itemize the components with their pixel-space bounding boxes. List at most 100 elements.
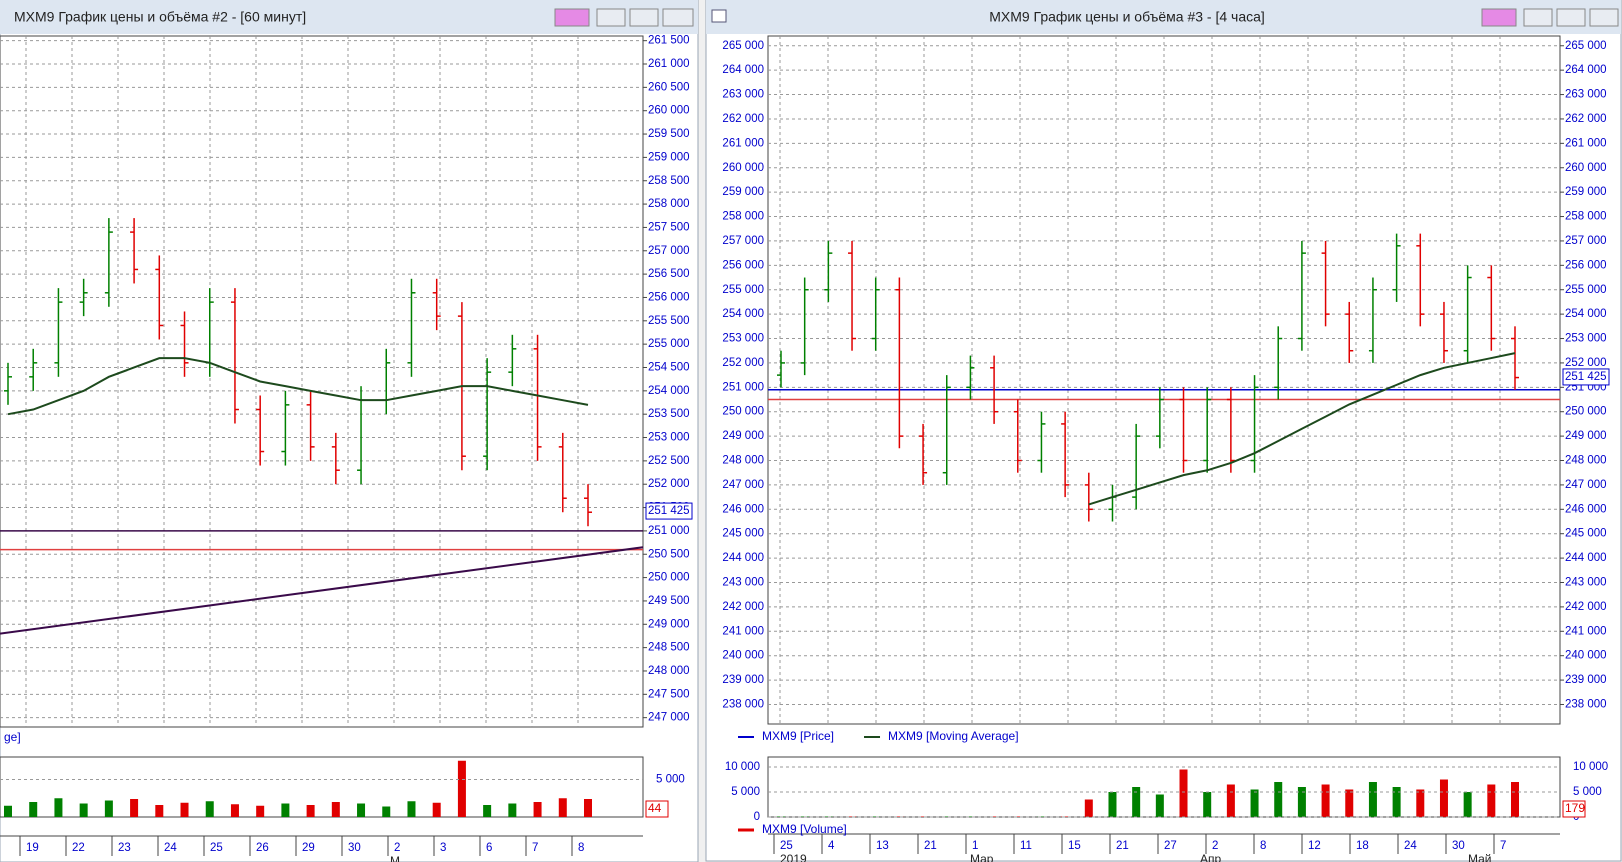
y-tick-label: 259 500 [648, 128, 690, 140]
date-label: 21 [1116, 840, 1129, 852]
y-tick-label: 250 000 [1565, 406, 1607, 418]
y-tick-label: 247 000 [1565, 479, 1607, 491]
y-tick-label: 250 000 [648, 572, 690, 584]
legend-entry: ge] [4, 730, 21, 744]
volume-bar [256, 805, 265, 817]
window-icon [711, 9, 727, 23]
volume-bar [281, 803, 290, 817]
y-tick-label: 252 000 [648, 478, 690, 490]
volume-bar [558, 798, 567, 817]
volume-bar [508, 803, 517, 817]
legend-entry: MXM9 [Moving Average] [888, 729, 1019, 743]
volume-bar [382, 806, 391, 817]
y-tick-label: 249 000 [722, 430, 764, 442]
month-label: М [390, 854, 400, 862]
minimize-button[interactable] [1523, 8, 1553, 27]
volume-bar [180, 802, 189, 817]
y-tick-label: 259 000 [648, 151, 690, 163]
y-tick-label: 248 000 [722, 455, 764, 467]
volume-bar [130, 799, 139, 817]
date-label: 2 [1212, 840, 1218, 852]
y-tick-label: 240 000 [722, 650, 764, 662]
month-label: Мар [970, 852, 994, 862]
y-tick-label: 240 000 [1565, 650, 1607, 662]
month-label: Апр [1200, 852, 1222, 862]
link-button[interactable] [554, 8, 590, 27]
y-tick-label: 263 000 [722, 89, 764, 101]
y-tick-label: 265 000 [722, 40, 764, 52]
maximize-button[interactable] [1556, 8, 1586, 27]
y-tick-label: 252 500 [648, 455, 690, 467]
window-title: MXM9 График цены и объёма #2 - [60 минут… [14, 9, 306, 25]
y-tick-label: 244 000 [722, 552, 764, 564]
price-pane [0, 35, 644, 728]
volume-bar [1108, 792, 1117, 817]
y-tick-label: 247 000 [722, 479, 764, 491]
y-tick-label: 255 500 [648, 315, 690, 327]
y-tick-label: 253 500 [648, 408, 690, 420]
y-tick-label: 261 000 [722, 137, 764, 149]
volume-bar [1013, 816, 1022, 817]
y-tick-label: 258 500 [648, 175, 690, 187]
volume-tag [645, 800, 669, 818]
volume-bar [1084, 799, 1093, 817]
y-tick-label: 257 000 [648, 245, 690, 257]
volume-bar [1439, 779, 1448, 817]
volume-tag [1562, 800, 1586, 818]
y-tick-label: 264 000 [722, 64, 764, 76]
y-tick-label: 239 000 [1565, 674, 1607, 686]
y-tick-label: 245 000 [1565, 528, 1607, 540]
y-tick-label: 243 000 [1565, 577, 1607, 589]
date-label: 7 [532, 842, 538, 854]
date-label: 21 [924, 840, 937, 852]
volume-bar [1345, 789, 1354, 817]
volume-tick-label: 10 000 [1573, 761, 1608, 773]
link-button[interactable] [1481, 8, 1517, 27]
close-button[interactable] [662, 8, 694, 27]
volume-bar [306, 805, 315, 817]
volume-bar [1061, 816, 1070, 817]
y-tick-label: 255 000 [722, 284, 764, 296]
y-tick-label: 262 000 [1565, 113, 1607, 125]
volume-tag-label: 179 [1565, 801, 1585, 815]
y-tick-label: 247 500 [648, 688, 690, 700]
volume-bar [457, 760, 466, 817]
date-label: 1 [972, 840, 978, 852]
y-tick-label: 245 000 [722, 528, 764, 540]
date-label: 15 [1068, 840, 1081, 852]
volume-bar [919, 816, 928, 817]
close-button[interactable] [1589, 8, 1619, 27]
volume-tick-label: 0 [754, 811, 760, 823]
volume-bar [1511, 782, 1519, 817]
y-tick-label: 258 000 [648, 198, 690, 210]
minimize-button[interactable] [596, 8, 626, 27]
volume-bar [1321, 784, 1330, 817]
date-label: 2 [394, 842, 400, 854]
volume-bar [205, 801, 214, 817]
y-tick-label: 243 000 [722, 577, 764, 589]
date-label: 25 [210, 842, 223, 854]
volume-bar [1274, 782, 1283, 817]
y-tick-label: 242 000 [1565, 601, 1607, 613]
y-tick-label: 252 000 [722, 357, 764, 369]
maximize-button[interactable] [629, 8, 659, 27]
volume-bar [29, 802, 38, 817]
y-tick-label: 254 000 [648, 385, 690, 397]
volume-bar [357, 803, 366, 817]
date-label: 19 [26, 842, 39, 854]
volume-bar [407, 801, 416, 817]
volume-bar [1463, 792, 1472, 817]
volume-bar [584, 799, 592, 817]
volume-bar [1132, 787, 1141, 817]
y-tick-label: 255 000 [648, 338, 690, 350]
y-tick-label: 256 000 [648, 291, 690, 303]
volume-bar [990, 816, 999, 817]
volume-tick-label: 5 000 [656, 774, 685, 786]
y-tick-label: 253 000 [648, 432, 690, 444]
date-label: 4 [828, 840, 835, 852]
y-tick-label: 265 000 [1565, 40, 1607, 52]
y-tick-label: 261 500 [648, 35, 690, 47]
date-label: 7 [1500, 840, 1506, 852]
volume-bar [331, 802, 340, 817]
